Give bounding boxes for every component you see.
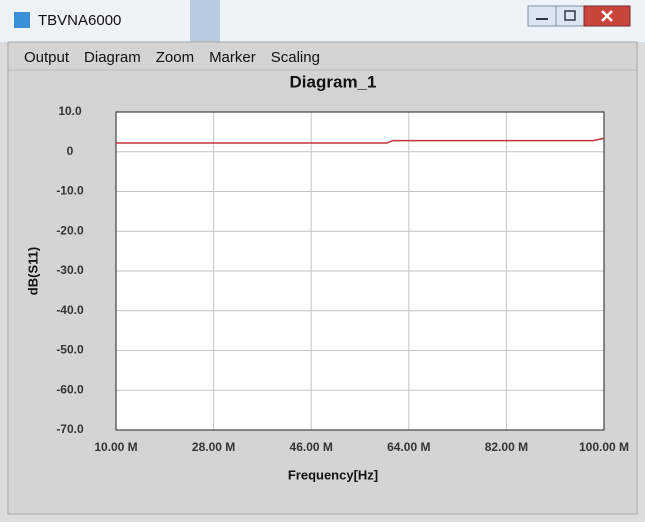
y-tick-label: -30.0	[56, 263, 84, 277]
y-tick-label: -20.0	[56, 223, 84, 237]
x-tick-label: 46.00 M	[290, 440, 333, 454]
menu-bar: Output Diagram Zoom Marker Scaling	[24, 49, 320, 66]
menu-item[interactable]: Zoom	[156, 49, 194, 66]
minimize-button[interactable]	[527, 5, 557, 27]
x-tick-label: 64.00 M	[387, 440, 430, 454]
plot: 10.0 0 -10.0 -20.0 -30.0 -40.0 -50.0 -60.0 -70.0…	[56, 104, 629, 454]
y-tick-label: 0	[67, 144, 74, 158]
x-tick-label: 82.00 M	[485, 440, 528, 454]
y-tick-label: -40.0	[56, 303, 84, 317]
y-tick-label: -50.0	[56, 343, 84, 357]
y-tick-label: -10.0	[56, 184, 84, 198]
maximize-icon	[564, 10, 576, 21]
x-axis-label: Frequency[Hz]	[288, 467, 378, 482]
y-tick-label: -60.0	[56, 382, 84, 396]
x-tick-label: 28.00 M	[192, 440, 235, 454]
y-axis-label: dB(S11)	[25, 247, 40, 295]
app-icon	[14, 12, 30, 28]
plot-border	[115, 111, 605, 431]
chart-title: Diagram_1	[290, 72, 377, 91]
x-tick-label: 10.00 M	[94, 440, 137, 454]
title-bar-strip	[190, 0, 220, 42]
menu-item[interactable]: Scaling	[271, 49, 320, 66]
window-title: TBVNA6000	[38, 12, 121, 29]
menu-item[interactable]: Diagram	[84, 49, 141, 66]
menu-item[interactable]: Output	[24, 49, 70, 66]
menu-item[interactable]: Marker	[209, 49, 256, 66]
data-line	[116, 137, 605, 144]
y-tick-label: 10.0	[58, 104, 82, 118]
close-icon	[601, 10, 613, 22]
y-tick-label: -70.0	[56, 422, 84, 436]
x-tick-label: 100.00 M	[579, 440, 629, 454]
maximize-button[interactable]	[555, 5, 585, 27]
